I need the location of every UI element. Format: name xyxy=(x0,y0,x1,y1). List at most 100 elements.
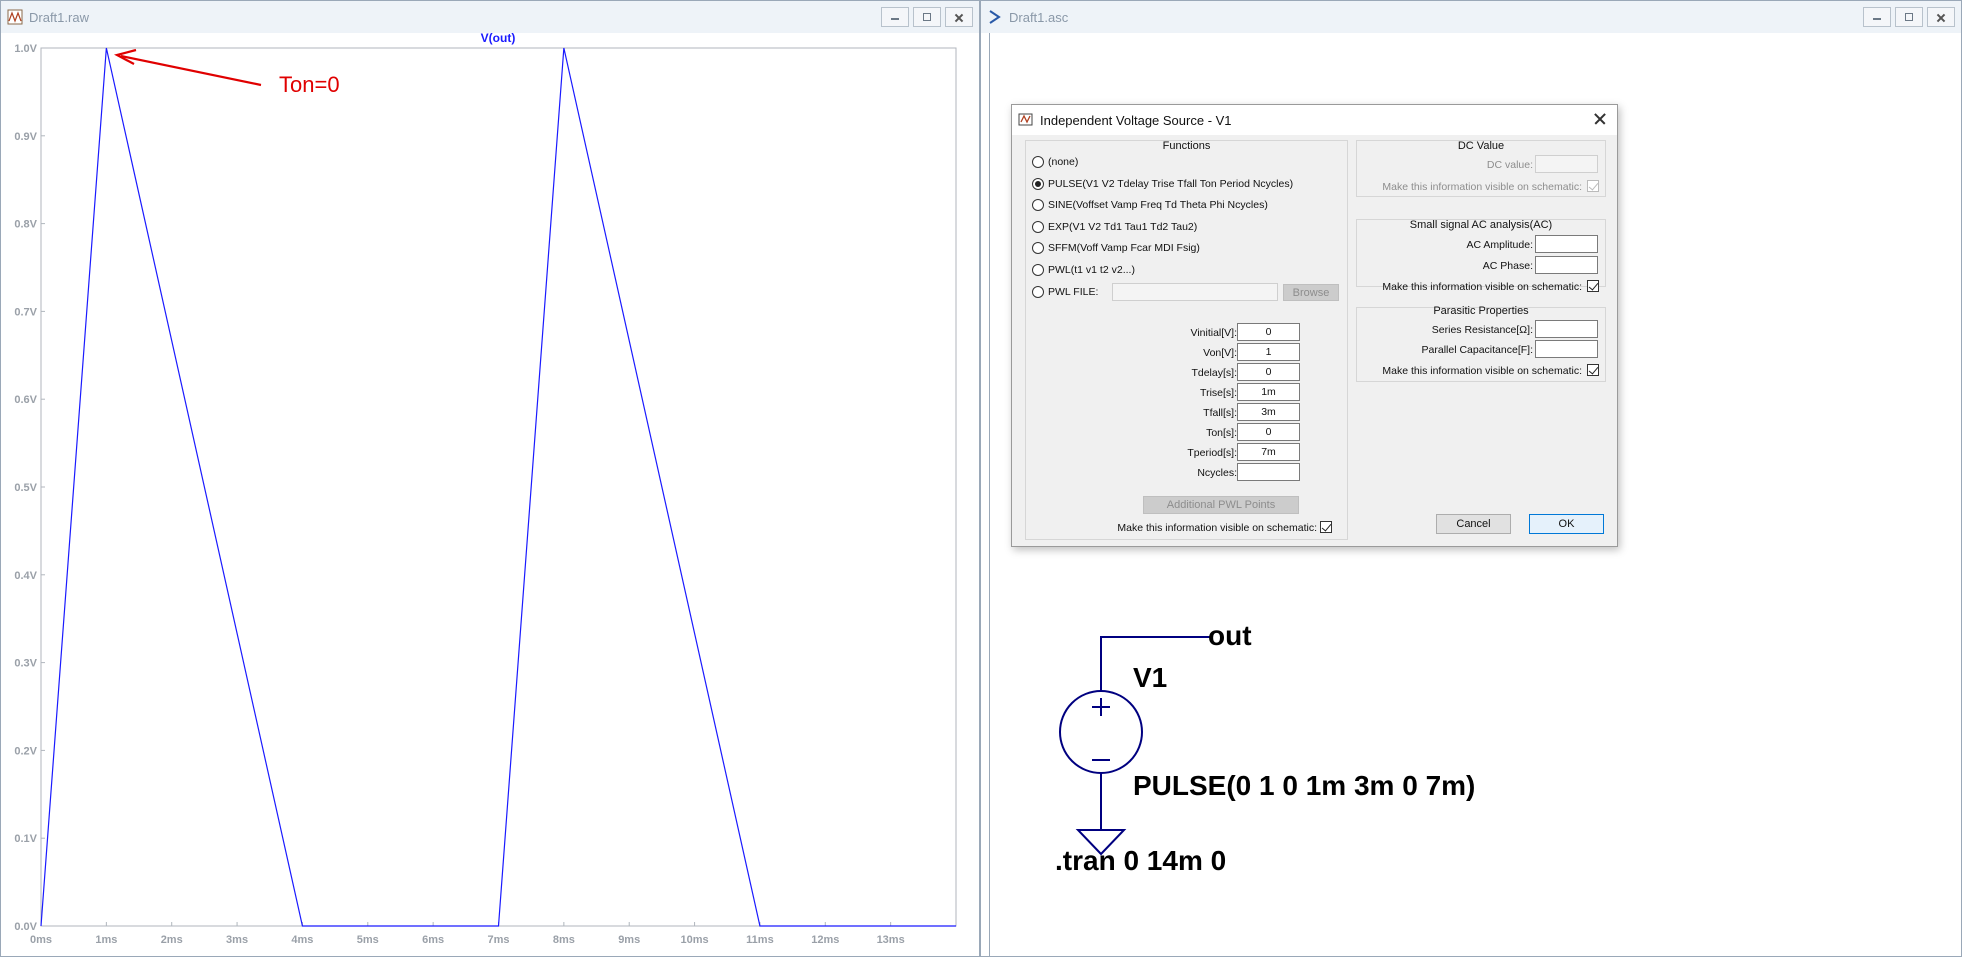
y-tick-label: 0.7V xyxy=(14,306,37,318)
parallel-capacitance-field[interactable] xyxy=(1535,340,1598,358)
param-label-tfall: Tfall[s]: xyxy=(1203,407,1237,419)
radio-pwl-file[interactable]: PWL FILE: xyxy=(1032,286,1098,298)
y-tick-label: 0.5V xyxy=(14,482,37,494)
schematic-minimize-button[interactable] xyxy=(1863,7,1891,27)
param-field-tperiod[interactable]: 7m xyxy=(1237,443,1300,461)
radio-none-button[interactable] xyxy=(1032,156,1044,168)
parasitic-group: Parasitic Properties Series Resistance[Ω… xyxy=(1356,305,1606,382)
param-label-ncycles: Ncycles: xyxy=(1197,467,1237,479)
schematic-drawing[interactable] xyxy=(1040,600,1640,900)
x-tick-label: 8ms xyxy=(553,934,575,946)
param-label-trise: Trise[s]: xyxy=(1200,387,1237,399)
schematic-window-title: Draft1.asc xyxy=(1009,9,1069,25)
radio-sffm[interactable]: SFFM(Voff Vamp Fcar MDI Fsig) xyxy=(1032,242,1200,254)
param-field-trise[interactable]: 1m xyxy=(1237,383,1300,401)
annotation-ton-zero: Ton=0 xyxy=(279,72,340,97)
schematic-close-button[interactable] xyxy=(1927,7,1955,27)
radio-exp-button[interactable] xyxy=(1032,221,1044,233)
spice-directive-tran[interactable]: .tran 0 14m 0 xyxy=(1055,845,1227,876)
dialog-titlebar: Independent Voltage Source - V1 xyxy=(1012,105,1617,135)
radio-pwl-label: PWL(t1 v1 t2 v2...) xyxy=(1048,264,1135,276)
dc-value-title: DC Value xyxy=(1457,140,1505,152)
y-tick-label: 0.6V xyxy=(14,394,37,406)
series-resistance-field[interactable] xyxy=(1535,320,1598,338)
waveform-plot[interactable]: V(out) 0.0V 0.1V 0.2V 0.3V 0.4V 0.5V 0.6V 0.7V 0… xyxy=(1,33,979,956)
param-label-ton: Ton[s]: xyxy=(1206,427,1237,439)
radio-sine-label: SINE(Voffset Vamp Freq Td Theta Phi Ncyc… xyxy=(1048,199,1268,211)
trace-v-out xyxy=(40,47,956,927)
ground-symbol[interactable] xyxy=(1075,829,1127,856)
param-label-tperiod: Tperiod[s]: xyxy=(1187,447,1237,459)
series-resistance-label: Series Resistance[Ω]: xyxy=(1431,324,1533,336)
radio-pwl-file-button[interactable] xyxy=(1032,286,1044,298)
dc-value-field[interactable] xyxy=(1535,155,1598,173)
y-tick-label: 0.3V xyxy=(14,658,37,670)
plot-maximize-button[interactable] xyxy=(913,7,941,27)
dc-visible-label: Make this information visible on schemat… xyxy=(1382,181,1582,193)
x-tick-label: 7ms xyxy=(487,934,509,946)
radio-sine-button[interactable] xyxy=(1032,199,1044,211)
ac-phase-field[interactable] xyxy=(1535,256,1598,274)
y-tick-label: 1.0V xyxy=(14,43,37,55)
radio-none[interactable]: (none) xyxy=(1032,156,1078,168)
param-field-von[interactable]: 1 xyxy=(1237,343,1300,361)
net-label-out[interactable]: out xyxy=(1208,620,1252,651)
wire-to-out[interactable] xyxy=(1100,636,1210,691)
radio-exp[interactable]: EXP(V1 V2 Td1 Tau1 Td2 Tau2) xyxy=(1032,221,1197,233)
radio-pwl[interactable]: PWL(t1 v1 t2 v2...) xyxy=(1032,264,1135,276)
x-tick-label: 0ms xyxy=(30,934,52,946)
trace-name-label[interactable]: V(out) xyxy=(481,33,516,45)
schematic-titlebar: Draft1.asc xyxy=(981,1,1961,33)
param-field-vinitial[interactable]: 0 xyxy=(1237,323,1300,341)
param-field-ncycles[interactable] xyxy=(1237,463,1300,481)
ac-title: Small signal AC analysis(AC) xyxy=(1409,219,1553,231)
cancel-button[interactable]: Cancel xyxy=(1436,514,1511,534)
component-value-pulse[interactable]: PULSE(0 1 0 1m 3m 0 7m) xyxy=(1133,770,1476,801)
parasitic-title: Parasitic Properties xyxy=(1433,305,1529,317)
x-tick-label: 2ms xyxy=(161,934,183,946)
radio-pwl-file-label: PWL FILE: xyxy=(1048,286,1099,298)
ac-visible-label: Make this information visible on schemat… xyxy=(1382,281,1582,293)
additional-pwl-points-button[interactable]: Additional PWL Points xyxy=(1143,496,1299,514)
parallel-capacitance-label: Parallel Capacitance[F]: xyxy=(1421,344,1533,356)
radio-exp-label: EXP(V1 V2 Td1 Tau1 Td2 Tau2) xyxy=(1048,221,1198,233)
plot-close-button[interactable] xyxy=(945,7,973,27)
browse-button[interactable]: Browse xyxy=(1283,284,1339,301)
component-name-v1[interactable]: V1 xyxy=(1133,662,1168,693)
parasitic-visible-checkbox[interactable] xyxy=(1587,364,1599,376)
param-field-tdelay[interactable]: 0 xyxy=(1237,363,1300,381)
ac-visible-checkbox[interactable] xyxy=(1587,280,1599,292)
dc-value-group: DC Value DC value: Make this information… xyxy=(1356,140,1606,197)
ac-phase-label: AC Phase: xyxy=(1482,260,1533,272)
dc-visible-checkbox[interactable] xyxy=(1587,180,1599,192)
plot-titlebar: Draft1.raw xyxy=(1,1,979,33)
plot-minimize-button[interactable] xyxy=(881,7,909,27)
radio-pulse-label: PULSE(V1 V2 Tdelay Trise Tfall Ton Perio… xyxy=(1048,178,1294,190)
x-tick-label: 12ms xyxy=(811,934,839,946)
x-tick-label: 9ms xyxy=(618,934,640,946)
radio-pwl-button[interactable] xyxy=(1032,264,1044,276)
radio-sine[interactable]: SINE(Voffset Vamp Freq Td Theta Phi Ncyc… xyxy=(1032,199,1268,211)
param-label-tdelay: Tdelay[s]: xyxy=(1191,367,1237,379)
plot-window: Draft1.raw V(out) 0.0V 0.1V 0.2V 0.3V 0.4V 0.… xyxy=(0,0,980,957)
ac-amplitude-field[interactable] xyxy=(1535,235,1598,253)
ac-group: Small signal AC analysis(AC) AC Amplitud… xyxy=(1356,219,1606,293)
pwl-file-path-field[interactable] xyxy=(1112,283,1278,301)
ok-button[interactable]: OK xyxy=(1529,514,1604,534)
param-label-von: Von[V]: xyxy=(1203,347,1237,359)
x-tick-label: 4ms xyxy=(291,934,313,946)
y-tick-label: 0.4V xyxy=(14,570,37,582)
radio-sffm-label: SFFM(Voff Vamp Fcar MDI Fsig) xyxy=(1048,242,1200,254)
functions-visible-label: Make this information visible on schemat… xyxy=(1117,522,1317,534)
radio-pulse[interactable]: PULSE(V1 V2 Tdelay Trise Tfall Ton Perio… xyxy=(1032,178,1293,190)
schematic-maximize-button[interactable] xyxy=(1895,7,1923,27)
functions-visible-checkbox[interactable] xyxy=(1320,521,1332,533)
dialog-close-icon[interactable] xyxy=(1593,112,1607,126)
radio-pulse-button[interactable] xyxy=(1032,178,1044,190)
radio-sffm-button[interactable] xyxy=(1032,242,1044,254)
parasitic-visible-label: Make this information visible on schemat… xyxy=(1382,365,1582,377)
x-tick-label: 13ms xyxy=(877,934,905,946)
y-tick-label: 0.1V xyxy=(14,833,37,845)
param-field-ton[interactable]: 0 xyxy=(1237,423,1300,441)
param-field-tfall[interactable]: 3m xyxy=(1237,403,1300,421)
